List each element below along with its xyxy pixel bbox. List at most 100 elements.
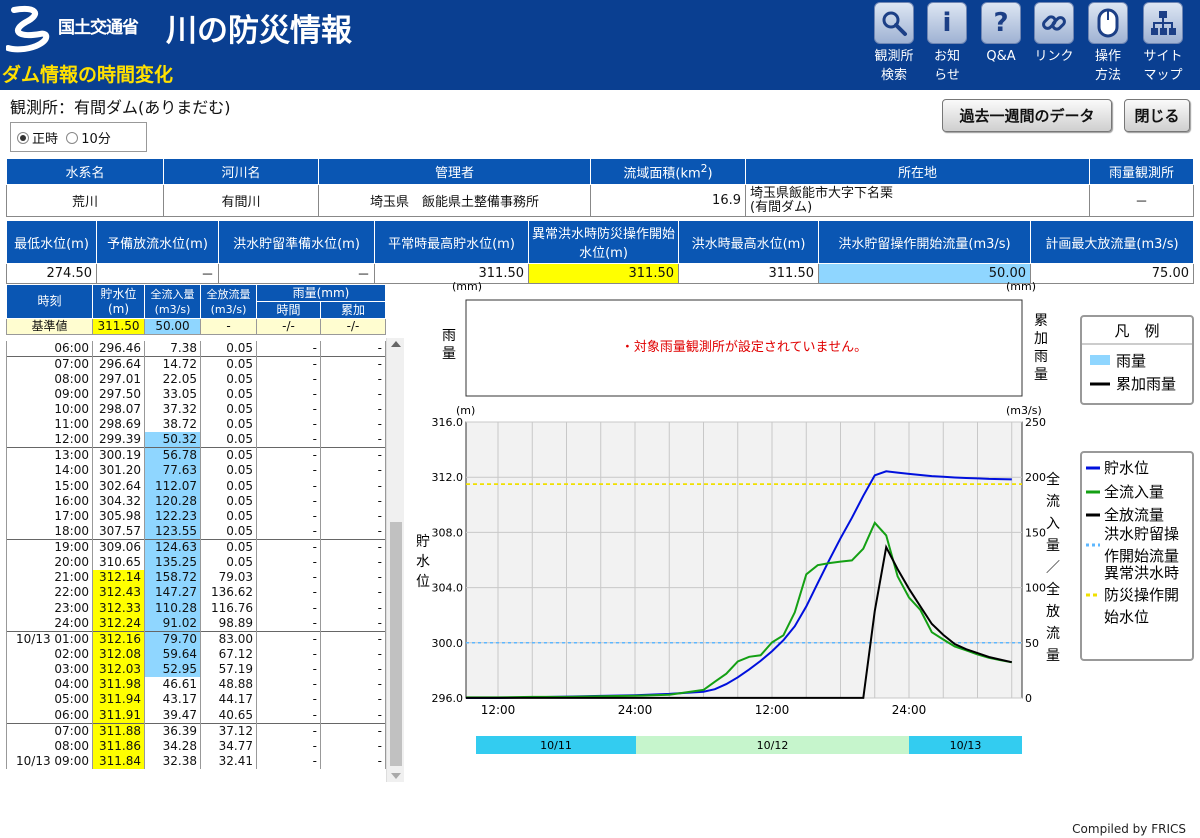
hourly-table-container[interactable]: 時刻 貯水位 (m) 全流入量 (m3/s) 全放流量 (m3/s) 雨量(mm) 時… [6, 284, 405, 784]
nav-links-label[interactable]: リンク [1034, 49, 1074, 64]
left-tick-label: 312.0 [432, 471, 464, 484]
nav-howto-label[interactable]: 操作 方法 [1094, 49, 1121, 83]
col-outflow-unit: (m3/s) [210, 302, 247, 316]
nav-sitemap[interactable]: サイト マップ [1137, 2, 1189, 85]
right-axis-label-char: 流 [1046, 494, 1060, 510]
scroll-up-icon[interactable] [391, 341, 401, 347]
table-scrollbar[interactable] [386, 338, 404, 782]
ministry-name: 国土交通省 [58, 18, 139, 38]
station-line: 観測所：有間ダム(ありまだむ) [10, 94, 231, 118]
table-row: 08:00 311.86 34.28 34.77- - [6, 738, 386, 754]
nav-howto[interactable]: 操作 方法 [1082, 2, 1134, 85]
cell-inflow: 33.05 [144, 386, 201, 402]
cell-rain-hourly: - [256, 630, 321, 647]
col-level: 貯水位 (m) [92, 284, 145, 319]
table-row: 02:00 312.08 59.64 67.12- - [6, 646, 386, 662]
mouse-icon[interactable] [1088, 2, 1128, 44]
cell-level: 304.32 [92, 493, 145, 509]
nav-links[interactable]: リンク [1028, 2, 1080, 66]
radio-hourly[interactable]: 正時 [17, 132, 58, 147]
header-min-level: 最低水位(m) [6, 220, 97, 264]
cell-rain-hourly: - [256, 386, 321, 402]
cell-inflow: 120.28 [144, 493, 201, 509]
nav-qa-label[interactable]: Q&A [986, 49, 1016, 64]
interval-selector: 正時 10分 [10, 122, 147, 152]
cell-rain-cumulative: - [320, 539, 386, 555]
cell-outflow: 116.76 [200, 600, 257, 616]
station-label: 観測所： [10, 98, 75, 117]
nav-news[interactable]: i お知 らせ [921, 2, 973, 85]
cell-rain-cumulative: - [320, 615, 386, 632]
cell-rain-cumulative: - [320, 555, 386, 571]
cell-time: 03:00 [6, 661, 93, 678]
river-logo-icon[interactable] [6, 4, 54, 56]
col-rain: 雨量(mm) [256, 284, 386, 302]
cell-rain-hourly: - [256, 661, 321, 678]
table-row: 05:00 311.94 43.17 44.17- - [6, 692, 386, 708]
storage-start-flow-unit: 3/s) [986, 236, 1011, 252]
cell-outflow: 0.05 [200, 493, 257, 509]
cell-outflow: 0.05 [200, 447, 257, 464]
nav-qa[interactable]: ? Q&A [975, 2, 1027, 66]
link-icon[interactable] [1034, 2, 1074, 44]
cell-level: 312.08 [92, 646, 145, 662]
right-axis-label-char: 入 [1046, 516, 1060, 532]
cell-level: 311.91 [92, 707, 145, 723]
nav-search-label[interactable]: 観測所 検索 [874, 49, 914, 83]
radio-10min[interactable]: 10分 [66, 132, 111, 147]
x-tick-label: 12:00 [481, 703, 516, 717]
cell-rain-cumulative: - [320, 371, 386, 387]
cell-outflow: 67.12 [200, 646, 257, 662]
table-row: 17:00 305.98 122.23 0.05- - [6, 508, 386, 524]
search-icon[interactable] [874, 2, 914, 44]
location-line2: (有間ダム) [750, 199, 813, 215]
cell-rain-hourly: - [256, 539, 321, 555]
site-title[interactable]: 川の防災情報 [166, 13, 352, 49]
cell-inflow: 59.64 [144, 646, 201, 662]
cell-outflow: 48.88 [200, 677, 257, 693]
right-tick-label: 100 [1025, 582, 1046, 595]
scroll-thumb[interactable] [390, 522, 402, 766]
help-icon[interactable]: ? [981, 2, 1021, 44]
cell-level: 312.33 [92, 600, 145, 616]
cell-rain-cumulative: - [320, 432, 386, 448]
legend-flood-flow-label: 作開始流量 [1104, 547, 1179, 565]
cell-time: 05:00 [6, 692, 93, 708]
info-icon[interactable]: i [927, 2, 967, 44]
cell-rain-cumulative: - [320, 386, 386, 402]
cell-rain-hourly: - [256, 646, 321, 662]
nav-sitemap-label[interactable]: サイト マップ [1143, 49, 1183, 83]
past-week-button[interactable]: 過去一週間のデータ [942, 99, 1112, 132]
right-axis-label-char: 放 [1046, 604, 1060, 620]
hourly-table: 時刻 貯水位 (m) 全流入量 (m3/s) 全放流量 (m3/s) 雨量(mm) 時… [6, 284, 386, 769]
right-axis-label-char: 全 [1046, 471, 1060, 488]
col-inflow-label: 全流入量 [150, 287, 195, 301]
table-row: 04:00 311.98 46.61 48.88- - [6, 677, 386, 693]
cell-time: 21:00 [6, 570, 93, 586]
value-preliminary-level: － [96, 263, 219, 284]
cell-rain-hourly: - [256, 371, 321, 387]
radio-hourly-dot[interactable] [17, 132, 29, 144]
cell-level: 311.94 [92, 692, 145, 708]
radio-10min-dot[interactable] [66, 132, 79, 144]
cell-time: 13:00 [6, 447, 93, 464]
nav-news-label[interactable]: お知 らせ [933, 49, 960, 83]
cell-outflow: 0.05 [200, 371, 257, 387]
radio-10min-label[interactable]: 10分 [81, 132, 111, 147]
plot-area [465, 421, 1023, 699]
left-tick-label: 316.0 [432, 416, 464, 429]
main-legend-box [1080, 451, 1194, 661]
radio-hourly-label[interactable]: 正時 [32, 132, 59, 147]
cell-outflow: 32.41 [200, 753, 257, 769]
header-rain-station: 雨量観測所 [1089, 158, 1194, 185]
table-row: 07:00 296.64 14.72 0.05- - [6, 355, 386, 372]
nav-search[interactable]: 観測所 検索 [868, 2, 920, 85]
value-plan-max-flow: 75.00 [1030, 263, 1194, 284]
col-outflow-label: 全放流量 [206, 287, 251, 301]
cell-rain-cumulative: - [320, 340, 386, 356]
close-button[interactable]: 閉じる [1124, 99, 1190, 132]
sitemap-icon[interactable] [1143, 2, 1183, 44]
scroll-down-icon[interactable] [391, 773, 401, 779]
cell-rain-cumulative: - [320, 447, 386, 464]
cell-rain-cumulative: - [320, 585, 386, 601]
